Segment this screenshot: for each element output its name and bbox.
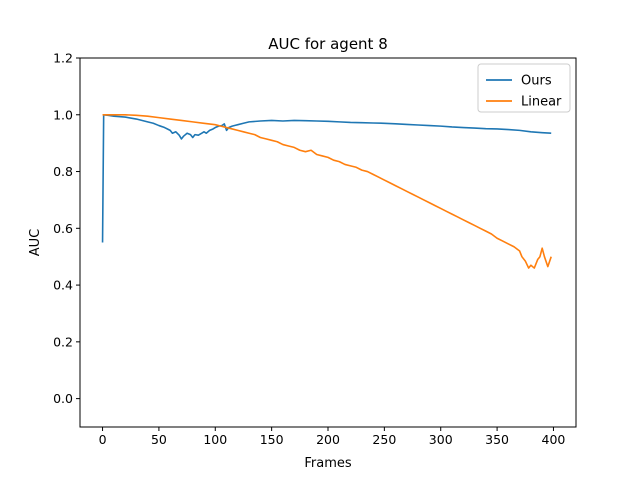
y-tick-label: 1.2 [53,51,73,66]
x-tick-label: 400 [542,432,566,447]
x-tick-label: 250 [372,432,396,447]
legend-label: Ours [521,74,552,89]
x-tick-label: 150 [260,432,284,447]
y-axis-ticks: 0.0 0.2 0.4 0.6 0.8 1.0 1.2 [53,51,80,406]
series-line-ours [101,113,552,243]
plot-frame [79,57,577,428]
legend-box [477,63,571,113]
x-axis-ticks: 0 50 100 150 200 250 300 350 400 [99,427,566,447]
x-axis-label: Frames [304,456,352,471]
x-tick-label: 50 [151,432,167,447]
series-group [101,113,552,269]
y-axis-label: AUC [28,229,43,257]
y-tick-label: 0.0 [53,391,73,406]
y-tick-label: 0.6 [53,221,73,236]
y-tick-label: 0.8 [53,164,73,179]
x-tick-label: 0 [99,432,107,447]
legend-label: Linear [521,95,562,110]
x-tick-label: 200 [316,432,340,447]
x-tick-label: 300 [429,432,453,447]
series-line-linear [102,113,552,269]
y-tick-label: 1.0 [53,107,73,122]
y-tick-label: 0.4 [53,278,73,293]
x-tick-label: 100 [203,432,227,447]
x-tick-label: 350 [485,432,509,447]
chart-title: AUC for agent 8 [268,35,388,53]
legend: Ours Linear [477,63,571,113]
y-tick-label: 0.2 [53,334,73,349]
